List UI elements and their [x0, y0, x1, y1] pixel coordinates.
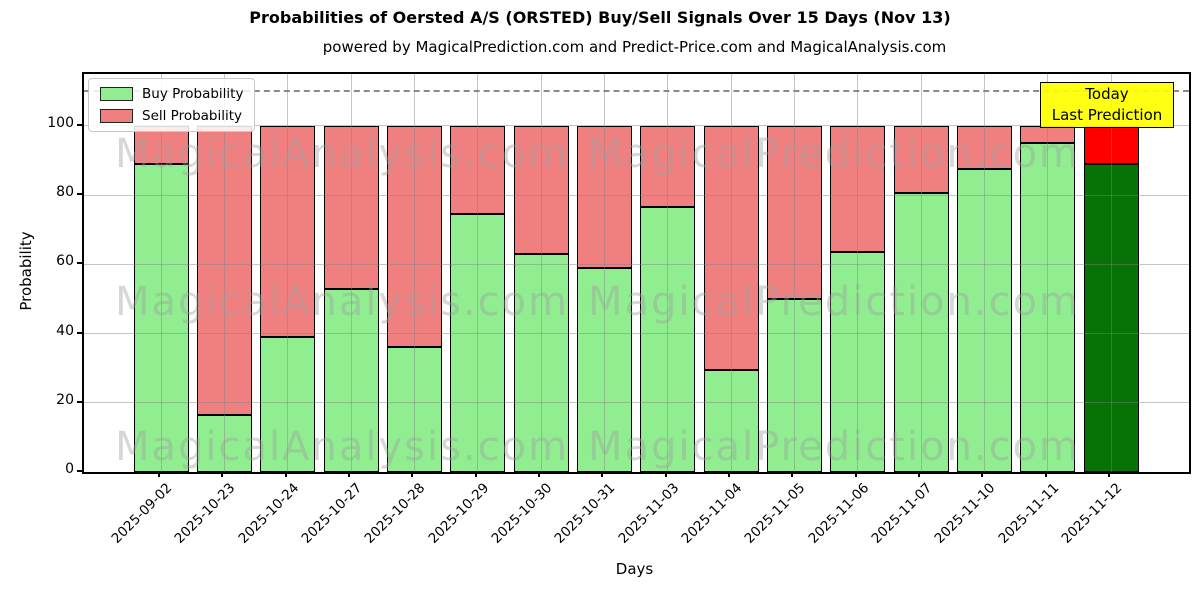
bar-segment-buy	[830, 252, 886, 472]
stacked-bar	[703, 74, 759, 472]
bar-segment-buy	[703, 369, 759, 472]
x-tick-mark	[1108, 472, 1110, 477]
y-tick-label: 40	[56, 322, 74, 339]
x-tick-mark	[854, 472, 857, 477]
x-tick-mark	[918, 472, 920, 477]
bar-segment-sell	[386, 125, 442, 348]
bar-segment-sell	[956, 125, 1012, 170]
today-annotation: Today Last Prediction	[1040, 82, 1174, 128]
x-tick-mark	[728, 472, 730, 477]
stacked-bar	[260, 74, 316, 472]
stacked-bar	[766, 74, 822, 472]
today-annotation-line1: Today	[1085, 85, 1129, 103]
stacked-bar	[640, 74, 696, 472]
bar-segment-buy	[1020, 143, 1076, 472]
bar-segment-buy	[956, 169, 1012, 472]
y-tick-mark	[77, 331, 82, 334]
stacked-bar	[386, 74, 442, 472]
x-tick-mark	[474, 472, 477, 477]
x-tick-mark	[348, 472, 350, 477]
stacked-bar	[323, 74, 379, 472]
y-tick-mark	[77, 400, 82, 403]
x-tick-mark	[1044, 472, 1047, 477]
y-tick-label: 80	[56, 184, 74, 201]
y-tick-mark	[77, 470, 82, 472]
bar-segment-sell	[1083, 125, 1139, 164]
y-axis-label: Probability	[17, 231, 35, 311]
bar-segment-buy	[386, 347, 442, 472]
bar-segment-buy	[513, 253, 569, 472]
x-tick-mark	[284, 472, 287, 477]
bar-segment-sell	[450, 125, 506, 215]
stacked-bar	[513, 74, 569, 472]
legend-buy-swatch-icon	[100, 87, 133, 101]
y-tick-mark	[77, 123, 82, 126]
y-tick-label: 0	[65, 461, 74, 477]
bar-segment-buy	[640, 207, 696, 472]
x-axis-label: Days	[615, 560, 654, 578]
bar-segment-buy	[133, 163, 189, 472]
bar-segment-sell	[576, 125, 632, 268]
stacked-bar	[133, 74, 189, 472]
legend-item-buy: Buy Probability	[100, 86, 243, 102]
x-tick-mark	[158, 472, 160, 477]
bar-segment-buy	[893, 193, 949, 472]
stacked-bar	[830, 74, 886, 472]
bar-segment-sell	[1020, 125, 1076, 144]
bar-segment-sell	[640, 125, 696, 208]
today-annotation-line2: Last Prediction	[1051, 106, 1163, 124]
x-tick-mark	[411, 472, 414, 477]
stacked-bar	[1020, 74, 1076, 472]
bar-segment-sell	[196, 125, 252, 415]
plot-area: MagicalAnalysis.com MagicalPrediction.com…	[82, 72, 1191, 474]
x-tick-mark	[601, 472, 604, 477]
bar-segment-buy	[576, 267, 632, 472]
stacked-bar	[576, 74, 632, 472]
x-tick-mark	[221, 472, 224, 477]
legend-item-sell: Sell Probability	[100, 108, 243, 124]
bar-segment-buy	[450, 214, 506, 472]
x-tick-mark	[981, 472, 984, 477]
stacked-bar	[956, 74, 1012, 472]
y-tick-label: 60	[56, 253, 74, 270]
stacked-bar	[450, 74, 506, 472]
legend-sell-swatch-icon	[100, 109, 133, 123]
stacked-bar	[196, 74, 252, 472]
legend: Buy Probability Sell Probability	[88, 78, 256, 132]
y-tick-mark	[77, 262, 82, 265]
bar-segment-buy	[323, 288, 379, 472]
chart-title: Probabilities of Oersted A/S (ORSTED) Bu…	[249, 8, 951, 27]
y-tick-label: 100	[47, 114, 74, 131]
bar-segment-sell	[323, 125, 379, 289]
bar-segment-sell	[513, 125, 569, 254]
bar-segment-sell	[703, 125, 759, 370]
bar-segment-sell	[830, 125, 886, 253]
stacked-bar	[893, 74, 949, 472]
bar-segment-buy	[766, 298, 822, 472]
bar-segment-buy	[196, 414, 252, 472]
y-tick-mark	[77, 193, 82, 196]
legend-buy-label: Buy Probability	[142, 86, 244, 102]
x-tick-mark	[791, 472, 794, 477]
bar-segment-buy	[260, 337, 316, 472]
bar-segment-sell	[893, 125, 949, 194]
y-tick-label: 20	[56, 391, 74, 408]
bar-segment-sell	[766, 125, 822, 299]
x-tick-mark	[538, 472, 540, 477]
chart-subtitle: powered by MagicalPrediction.com and Pre…	[322, 38, 947, 56]
bar-segment-sell	[260, 125, 316, 338]
bar-segment-buy	[1083, 163, 1139, 472]
x-tick-mark	[664, 472, 667, 477]
stacked-bar	[1083, 74, 1139, 472]
legend-sell-label: Sell Probability	[142, 108, 243, 124]
